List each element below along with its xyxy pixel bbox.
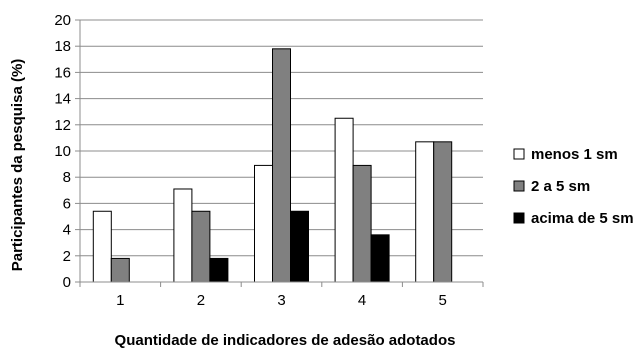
bar-2-a-5-sm-1 [110,257,130,283]
y-tick-label: 14 [54,91,71,108]
legend: menos 1 sm 2 a 5 sm acima de 5 sm [513,146,634,227]
bar-menos-1-sm-3 [254,164,273,283]
legend-swatch [513,212,525,224]
y-tick-label: 12 [54,117,71,134]
bar-2-a-5-sm-5 [433,141,453,283]
bars [92,48,453,283]
bar-menos-1-sm-2 [173,188,193,283]
legend-swatch [513,148,525,160]
x-tick-label: 2 [197,292,205,309]
x-axis-title: Quantidade de indicadores de adesão adot… [115,332,456,349]
legend-swatch [513,180,525,192]
bar-2-a-5-sm-3 [272,48,291,283]
y-tick-label: 20 [54,12,71,29]
y-tick-label: 4 [63,222,71,239]
bar-2-a-5-sm-2 [191,210,211,283]
bar-menos-1-sm-4 [334,117,354,283]
y-axis-ticks: 0 2 4 6 8 10 12 14 16 18 20 [54,12,71,291]
bar-menos-1-sm-5 [415,141,435,283]
y-tick-label: 10 [54,143,71,160]
y-tick-label: 0 [63,274,71,291]
x-tick-label: 3 [277,292,285,309]
bar-2-a-5-sm-4 [352,164,372,283]
bar-acima-de-5-sm-4 [370,234,390,283]
legend-label: menos 1 sm [531,146,618,163]
y-tick-label: 6 [63,195,71,212]
y-axis-title: Participantes da pesquisa (%) [9,59,26,272]
y-tick-label: 8 [63,169,71,186]
x-tick-label: 1 [116,292,124,309]
x-tick-label: 5 [439,292,447,309]
bar-acima-de-5-sm-3 [290,210,309,283]
y-tick-label: 16 [54,64,71,81]
x-tick-label: 4 [358,292,366,309]
y-tick-label: 2 [63,248,71,265]
axes [75,19,484,287]
bar-acima-de-5-sm-2 [209,257,229,283]
y-tick-label: 18 [54,38,71,55]
legend-label: acima de 5 sm [531,210,634,227]
x-axis-ticks: 1 2 3 4 5 [116,292,447,309]
bar-menos-1-sm-1 [92,210,112,283]
legend-label: 2 a 5 sm [531,178,590,195]
